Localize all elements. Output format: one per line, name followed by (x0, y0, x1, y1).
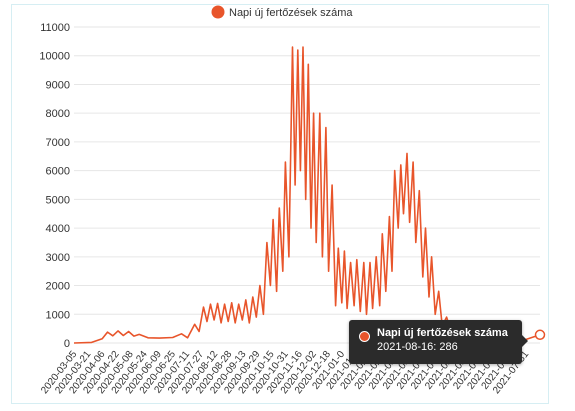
y-tick-label: 9000 (46, 79, 70, 91)
y-tick-label: 8000 (46, 108, 70, 120)
series-line[interactable] (73, 46, 541, 344)
last-point-group (534, 329, 546, 341)
y-tick-label: 7000 (46, 137, 70, 149)
y-tick-label: 4000 (46, 223, 70, 235)
y-axis-tick-labels: 0 1000 2000 3000 4000 5000 6000 7000 8000 9000 100… (39, 22, 70, 350)
tooltip-marker (359, 331, 370, 342)
tooltip-value: 2021-08-16: 286 (377, 341, 458, 353)
legend-marker (211, 5, 225, 19)
grid-lines (74, 26, 540, 344)
y-tick-label: 10000 (39, 51, 70, 63)
legend-label: Napi új fertőzések száma (229, 7, 353, 19)
y-tick-label: 6000 (46, 166, 70, 178)
tooltip-arrow (522, 335, 528, 347)
tooltip-series-name: Napi új fertőzések száma (377, 327, 508, 339)
y-tick-label: 11000 (40, 22, 70, 34)
data-tooltip: Napi új fertőzések száma 2021-08-16: 286 (349, 320, 528, 364)
y-tick-label: 2000 (46, 281, 70, 293)
y-tick-label: 5000 (46, 194, 70, 206)
y-tick-label: 1000 (46, 309, 70, 321)
highlighted-data-point[interactable] (534, 329, 546, 341)
y-tick-label: 3000 (46, 252, 70, 264)
y-tick-label: 0 (64, 338, 70, 350)
legend[interactable]: Napi új fertőzések száma (211, 5, 354, 20)
